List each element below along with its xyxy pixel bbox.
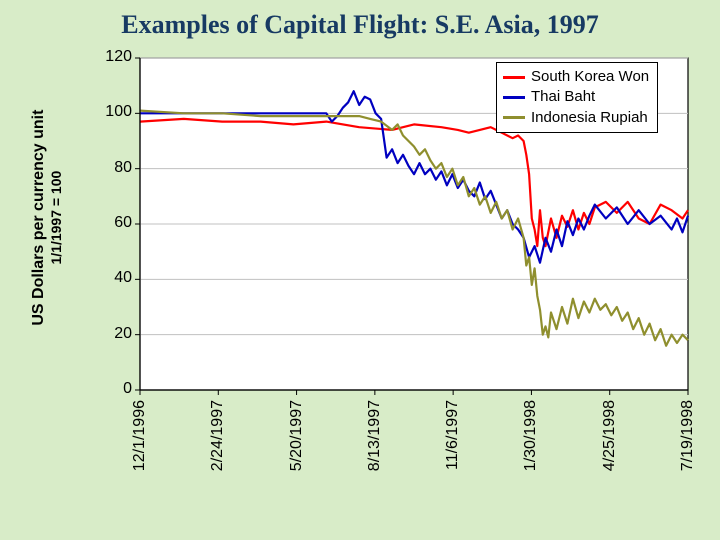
legend-swatch	[503, 76, 525, 79]
x-tick-label: 8/13/1997	[366, 400, 384, 471]
y-tick-label: 100	[105, 103, 132, 121]
legend-item: South Korea Won	[503, 67, 649, 87]
y-tick-label: 120	[105, 48, 132, 66]
x-tick-label: 7/19/1998	[679, 400, 697, 471]
x-tick-label: 4/25/1998	[601, 400, 619, 471]
x-tick-label: 12/1/1996	[131, 400, 149, 471]
legend-item: Thai Baht	[503, 87, 649, 107]
x-tick-label: 11/6/1997	[444, 400, 462, 470]
y-tick-label: 60	[114, 214, 132, 232]
y-tick-label: 0	[123, 380, 132, 398]
legend-item: Indonesia Rupiah	[503, 108, 649, 128]
slide: Examples of Capital Flight: S.E. Asia, 1…	[0, 0, 720, 540]
legend-label: South Korea Won	[531, 67, 649, 87]
x-tick-label: 1/30/1998	[522, 400, 540, 471]
x-tick-label: 5/20/1997	[288, 400, 306, 471]
legend-label: Thai Baht	[531, 87, 595, 107]
x-tick-label: 2/24/1997	[209, 400, 227, 471]
legend-swatch	[503, 116, 525, 119]
y-tick-label: 80	[114, 159, 132, 177]
y-tick-label: 40	[114, 269, 132, 287]
legend: South Korea WonThai BahtIndonesia Rupiah	[496, 62, 658, 133]
legend-swatch	[503, 96, 525, 99]
legend-label: Indonesia Rupiah	[531, 108, 648, 128]
y-tick-label: 20	[114, 325, 132, 343]
